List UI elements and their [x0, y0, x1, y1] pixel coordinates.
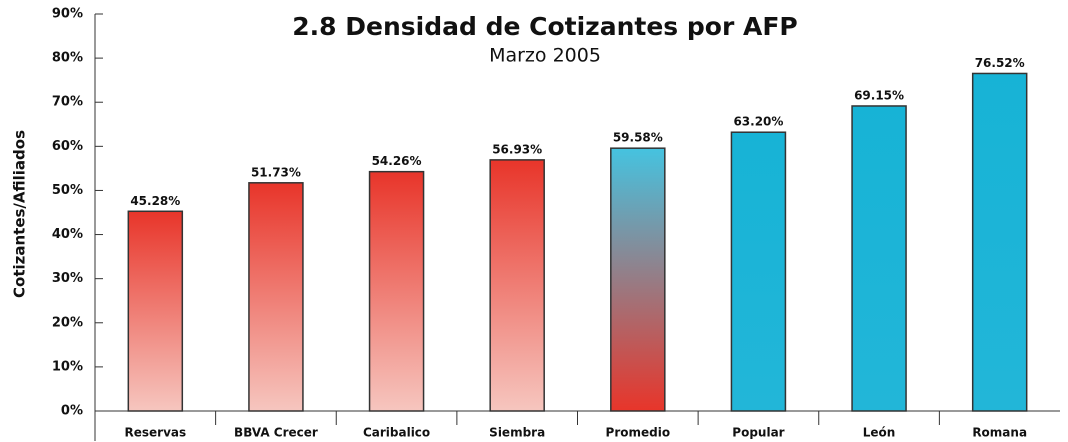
value-label: 45.28% [130, 194, 180, 208]
x-tick-label: Promedio [606, 426, 671, 440]
value-label: 54.26% [372, 154, 422, 168]
bar [127, 210, 184, 412]
value-label: 69.15% [854, 88, 904, 102]
y-tick-label: 90% [52, 7, 83, 22]
y-tick-label: 60% [52, 139, 83, 154]
bar [489, 159, 545, 412]
x-tick-label: Romana [972, 426, 1027, 440]
bar [610, 147, 666, 412]
y-tick-label: 80% [52, 51, 83, 66]
y-tick-label: 70% [52, 95, 83, 110]
bar [851, 105, 907, 412]
x-tick-label: Caribalico [363, 426, 430, 440]
chart-subtitle: Marzo 2005 [489, 45, 601, 67]
value-label: 56.93% [492, 142, 542, 156]
value-label: 63.20% [733, 115, 783, 129]
y-tick-label: 10% [52, 359, 83, 374]
bar [368, 170, 425, 412]
y-tick-label: 50% [52, 183, 83, 198]
x-tick-label: Reservas [124, 426, 186, 440]
value-label: 51.73% [251, 165, 301, 179]
chart-title: 2.8 Densidad de Cotizantes por AFP [292, 12, 797, 41]
value-label: 59.58% [613, 131, 663, 145]
y-axis-label: Cotizantes/Afiliados [11, 130, 29, 298]
y-tick-label: 30% [52, 271, 83, 286]
value-label: 76.52% [975, 56, 1025, 70]
bar [971, 72, 1028, 412]
bar [730, 131, 787, 412]
x-tick-label: León [863, 426, 896, 440]
y-tick-label: 40% [52, 227, 83, 242]
x-tick-label: Siembra [489, 426, 545, 440]
x-tick-label: BBVA Crecer [234, 426, 318, 440]
y-tick-label: 0% [61, 404, 83, 419]
bar [248, 182, 304, 412]
y-tick-label: 20% [52, 315, 83, 330]
x-tick-label: Popular [732, 426, 784, 440]
